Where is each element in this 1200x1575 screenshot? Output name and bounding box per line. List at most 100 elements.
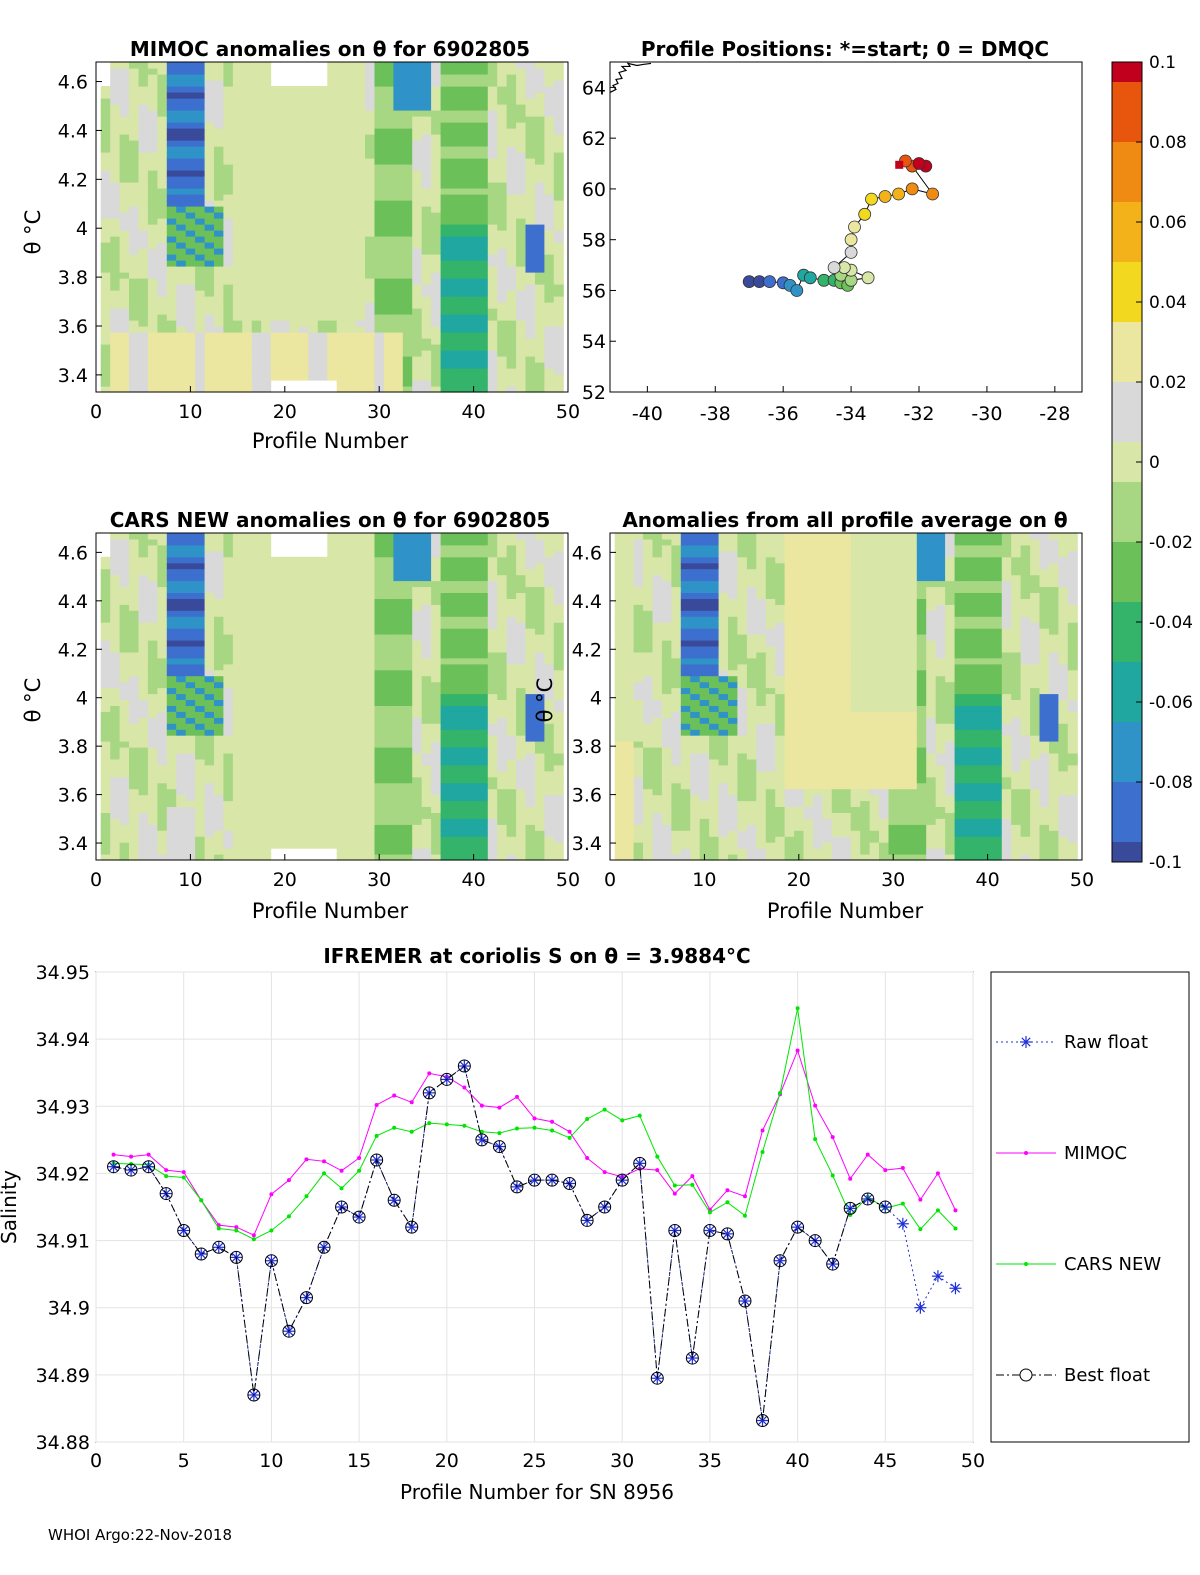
heatmap-cell: [185, 782, 196, 790]
heatmap-cell: [280, 830, 291, 837]
heatmap-cell: [242, 200, 253, 207]
heatmap-cell: [383, 657, 394, 665]
heatmap-cell: [431, 356, 442, 363]
heatmap-cell: [402, 753, 413, 760]
heatmap-cell: [100, 747, 111, 754]
heatmap-cell: [100, 212, 111, 219]
heatmap-cell: [299, 128, 309, 135]
heatmap-cell: [327, 562, 338, 570]
heatmap-cell: [450, 134, 460, 141]
colorbar-segment: [1112, 542, 1142, 563]
heatmap-cell: [270, 776, 281, 784]
heatmap-cell: [374, 610, 385, 617]
heatmap-cell: [195, 794, 206, 802]
heatmap-cell: [195, 134, 206, 141]
heatmap-cell: [516, 344, 527, 351]
heatmap-cell: [100, 580, 111, 588]
heatmap-cell: [553, 218, 564, 225]
heatmap-cell: [535, 314, 545, 321]
heatmap-cell: [525, 176, 536, 183]
heatmap-cell: [176, 758, 187, 766]
heatmap-cell: [450, 116, 460, 123]
heatmap-cell: [421, 782, 432, 790]
heatmap-cell: [450, 230, 460, 237]
heatmap-cell: [374, 182, 385, 189]
heatmap-cell: [100, 332, 111, 339]
heatmap-cell: [459, 842, 470, 849]
heatmap-cell: [129, 770, 139, 778]
heatmap-cell: [289, 344, 300, 351]
heatmap-cell: [317, 248, 328, 255]
heatmap-cell: [223, 836, 234, 843]
heatmap-cell: [374, 128, 385, 135]
heatmap-cell: [223, 800, 234, 807]
heatmap-cell: [440, 338, 451, 345]
heatmap-cell: [289, 586, 300, 593]
heatmap-cell: [195, 758, 206, 766]
heatmap-cell: [450, 776, 460, 784]
heatmap-cell: [251, 386, 262, 393]
heatmap-cell: [468, 344, 479, 351]
heatmap-cell: [327, 296, 338, 303]
heatmap-cell: [223, 308, 234, 315]
heatmap-cell: [214, 717, 224, 724]
heatmap-cell: [383, 758, 394, 766]
heatmap-cell: [317, 616, 328, 623]
heatmap-cell: [204, 556, 215, 564]
heatmap-cell: [402, 592, 413, 599]
heatmap-cell: [459, 218, 470, 225]
heatmap-cell: [261, 711, 272, 718]
heatmap-cell: [251, 374, 262, 381]
heatmap-cell: [214, 628, 224, 635]
heatmap-cell: [214, 62, 224, 69]
heatmap-cell: [478, 74, 489, 81]
heatmap-cell: [214, 146, 224, 153]
heatmap-cell: [402, 248, 413, 255]
heatmap-cell: [119, 782, 130, 790]
heatmap-cell: [468, 326, 479, 333]
heatmap-cell: [346, 260, 357, 267]
heatmap-cell: [129, 284, 139, 291]
heatmap-cell: [450, 308, 460, 315]
heatmap-cell: [270, 152, 281, 159]
heatmap-cell: [157, 194, 168, 201]
heatmap-cell: [261, 598, 272, 605]
heatmap-cell: [223, 628, 234, 635]
heatmap-cell: [185, 580, 196, 588]
heatmap-cell: [402, 110, 413, 117]
heatmap-cell: [147, 634, 158, 641]
heatmap-cell: [147, 574, 158, 582]
heatmap-cell: [336, 705, 347, 712]
heatmap-cell: [468, 681, 479, 689]
heatmap-cell: [270, 266, 281, 273]
heatmap-cell: [232, 764, 243, 772]
heatmap-cell: [100, 320, 111, 327]
heatmap-cell: [468, 830, 479, 837]
heatmap-cell: [129, 550, 139, 558]
heatmap-cell: [468, 110, 479, 117]
heatmap-cell: [431, 723, 442, 730]
heatmap-cell: [421, 224, 432, 231]
heatmap-cell: [459, 200, 470, 207]
heatmap-cell: [440, 663, 451, 671]
heatmap-cell: [497, 74, 508, 81]
heatmap-cell: [336, 538, 347, 546]
heatmap-cell: [421, 723, 432, 730]
heatmap-cell: [346, 314, 357, 321]
heatmap-cell: [242, 598, 253, 605]
heatmap-cell: [374, 616, 385, 623]
heatmap-cell: [374, 152, 385, 159]
heatmap-cell: [421, 848, 432, 855]
heatmap-cell: [497, 170, 508, 177]
heatmap-cell: [251, 854, 262, 861]
heatmap-cell: [138, 98, 149, 105]
heatmap-cell: [431, 134, 442, 141]
heatmap-cell: [468, 675, 479, 683]
heatmap-cell: [346, 842, 357, 849]
heatmap-cell: [308, 230, 319, 237]
heatmap-cell: [346, 640, 357, 647]
heatmap-cell: [336, 693, 347, 700]
heatmap-cell: [544, 176, 555, 183]
heatmap-cell: [119, 818, 130, 825]
heatmap-cell: [374, 788, 385, 796]
